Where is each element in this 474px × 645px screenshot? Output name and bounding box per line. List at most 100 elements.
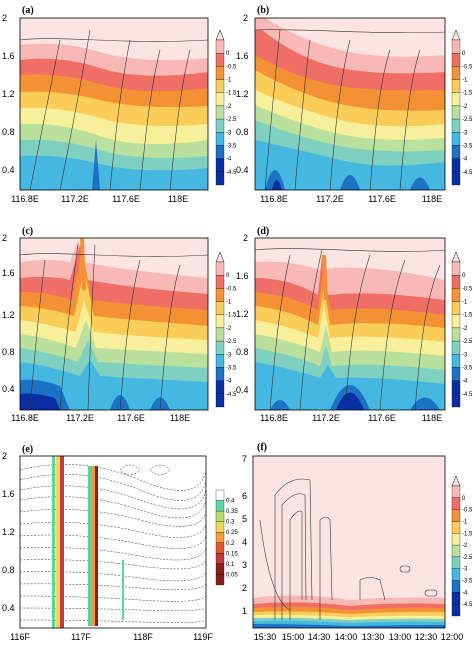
colorbar-swatch	[451, 288, 461, 302]
panel-a-yticks: 2 1.6 1.2 0.8 0.4	[2, 13, 15, 175]
svg-text:2: 2	[2, 13, 7, 23]
svg-text:119F: 119F	[193, 632, 213, 642]
colorbar-tick-label: -3	[226, 352, 232, 358]
colorbar-tick-label: -2	[462, 104, 468, 110]
svg-text:118E: 118E	[168, 194, 188, 204]
colorbar-swatch	[451, 521, 461, 534]
panel-e-field	[20, 456, 206, 628]
svg-text:4: 4	[242, 537, 247, 547]
colorbar-swatch	[215, 367, 225, 381]
svg-text:117.6E: 117.6E	[368, 194, 396, 204]
colorbar-swatch	[451, 105, 461, 120]
colorbar-swatch	[451, 79, 461, 93]
colorbar-swatch	[215, 39, 225, 54]
colorbar-swatch	[215, 553, 225, 565]
panel-f-yticks: 1 2 3 4 5 6 7	[242, 454, 247, 616]
svg-text:1: 1	[242, 606, 247, 616]
colorbar-tick-label: -3	[462, 567, 468, 573]
panel-b-xticks: 116.8E 117.2E 117.6E 118E	[260, 194, 442, 204]
svg-text:116F: 116F	[10, 632, 30, 642]
colorbar-swatch	[215, 574, 225, 586]
colorbar-swatch	[215, 354, 225, 368]
panel-e-xticks: 116F 117F 118F 119F	[10, 632, 213, 642]
svg-text:116.8E: 116.8E	[260, 194, 288, 204]
colorbar-tick-label: 0.1	[226, 562, 235, 568]
colorbar-tick-label: -1	[462, 300, 468, 306]
svg-text:1.2: 1.2	[2, 310, 15, 320]
svg-text:7: 7	[242, 454, 247, 464]
colorbar-tick-label: 0.15	[226, 551, 238, 557]
colorbar-tick-label: -2.5	[462, 339, 473, 345]
colorbar-swatch	[451, 275, 461, 289]
svg-text:1.2: 1.2	[2, 89, 15, 99]
colorbar-tick-label: 0	[462, 273, 466, 279]
panel-d-label: (d)	[257, 226, 269, 237]
colorbar-swatch	[451, 92, 461, 107]
svg-text:117F: 117F	[71, 632, 91, 642]
panel-a-xticks: 116.8E 117.2E 117.6E 118E	[11, 194, 188, 204]
svg-text:0.4: 0.4	[2, 603, 15, 613]
colorbar-swatch	[215, 261, 225, 276]
colorbar-tick-label: -1.5	[226, 91, 237, 97]
svg-text:2: 2	[2, 451, 7, 461]
svg-text:116.8E: 116.8E	[260, 413, 288, 423]
svg-text:1.6: 1.6	[2, 489, 15, 499]
svg-text:1.2: 1.2	[236, 89, 249, 99]
svg-text:6: 6	[242, 491, 247, 501]
svg-text:14:00: 14:00	[335, 632, 358, 642]
svg-text:2: 2	[2, 233, 7, 243]
colorbar-swatch	[215, 340, 225, 355]
svg-text:117.2E: 117.2E	[66, 413, 94, 423]
colorbar-tick-label: -0.5	[226, 286, 237, 292]
colorbar-swatch	[215, 532, 225, 543]
colorbar-tick-label: -0.5	[462, 64, 473, 70]
colorbar-tick-label: -3.5	[226, 143, 237, 149]
colorbar-c: 0 -0.5 -1 -1.5 -2 -2.5 -3 -3.5 -4 -4.5	[215, 251, 237, 408]
colorbar-swatch	[215, 132, 225, 146]
svg-text:2: 2	[243, 233, 248, 243]
svg-text:2: 2	[243, 13, 248, 23]
colorbar-swatch	[451, 580, 461, 593]
colorbar-swatch	[451, 118, 461, 133]
svg-text:118E: 118E	[422, 413, 442, 423]
svg-text:1.6: 1.6	[236, 271, 249, 281]
colorbar-swatch	[451, 592, 461, 605]
colorbar-swatch	[215, 79, 225, 93]
colorbar-tick-label: -0.5	[226, 64, 237, 70]
panel-a-field	[20, 18, 208, 190]
svg-text:5: 5	[242, 514, 247, 524]
colorbar-tick-label: -2.5	[462, 117, 473, 123]
colorbar-tick-label: 0	[226, 273, 230, 279]
colorbar-swatch	[215, 500, 225, 512]
colorbar-swatch	[215, 563, 225, 575]
panel-b: (b) 2 1.6 1.2 0.8 0.4 116.8E 117.2E 117.…	[236, 5, 446, 204]
svg-text:117.2E: 117.2E	[312, 413, 340, 423]
panel-c-xticks: 116.8E 117.2E 117.6E 118E	[11, 413, 190, 423]
panel-e: (e) 2 1.6 1.2 0.8 0.4 116F 117F 118F 119…	[2, 444, 213, 642]
svg-text:116.8E: 116.8E	[11, 194, 39, 204]
colorbar-swatch	[451, 497, 461, 510]
colorbar-tick-label: -3.5	[462, 365, 473, 371]
colorbar-tick-label: -1.5	[462, 91, 473, 97]
colorbar-swatch	[215, 542, 225, 554]
colorbar-tick-label: -4	[462, 590, 468, 596]
panel-b-label: (b)	[257, 5, 269, 16]
colorbar-tick-label: -3.5	[462, 143, 473, 149]
panel-f: (f) 1 2 3 4 5 6 7 15:30 15:00 14:30 14:0…	[242, 442, 463, 642]
colorbar-swatch	[451, 66, 461, 80]
colorbar-swatch	[451, 340, 461, 355]
colorbar-swatch	[451, 568, 461, 581]
colorbar-swatch	[451, 393, 461, 408]
colorbar-swatch	[451, 533, 461, 546]
svg-text:12:30: 12:30	[415, 632, 438, 642]
colorbar-swatch	[215, 327, 225, 342]
colorbar-tick-label: -4	[226, 379, 232, 385]
colorbar-tick-label: -2	[462, 543, 468, 549]
svg-text:0.8: 0.8	[236, 347, 249, 357]
panel-a-label: (a)	[22, 5, 34, 16]
colorbar-swatch	[215, 171, 225, 186]
colorbar-swatch	[215, 380, 225, 394]
panel-e-label: (e)	[22, 444, 33, 455]
panel-d-field	[255, 238, 445, 410]
svg-text:1.2: 1.2	[2, 527, 15, 537]
